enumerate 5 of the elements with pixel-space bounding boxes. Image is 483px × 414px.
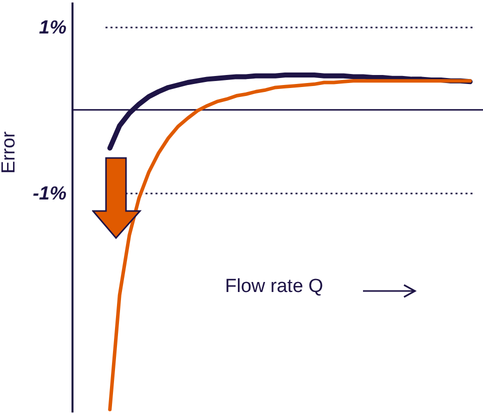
y-axis-title: Error	[0, 130, 20, 174]
line-series	[108, 79, 472, 412]
annotation: Flow rate Q	[225, 276, 324, 298]
y-tick-label: 1%	[39, 17, 67, 38]
y-tick-label: -1%	[32, 183, 67, 204]
